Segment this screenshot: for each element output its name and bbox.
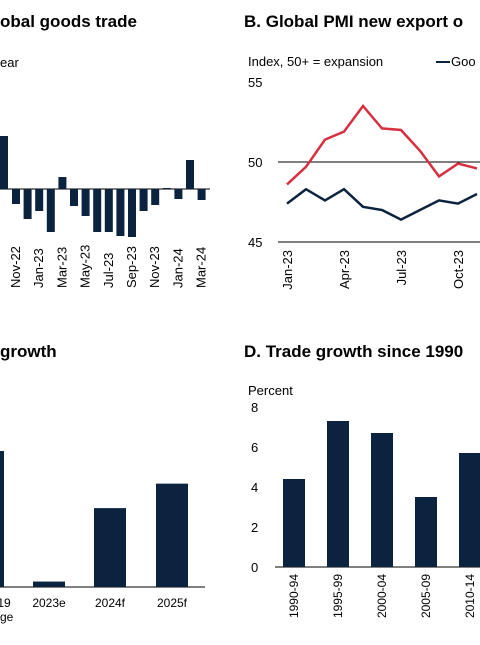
panel-c-x-ticks: 19 2023e 2024f 2025f — [0, 596, 188, 610]
x-tick-label: 2025f — [157, 596, 188, 610]
x-tick-label: Jan-23 — [31, 248, 46, 288]
panel-d: D. Trade growth since 1990 Percent 86420… — [244, 342, 480, 618]
panel-d-ylabel: Percent — [248, 383, 293, 398]
x-tick-label: Jan-23 — [280, 250, 295, 290]
bar-2005-09 — [415, 497, 437, 567]
x-tick-label: 19 — [0, 596, 11, 610]
bar-2024f — [94, 508, 126, 587]
panel-b-ylabel: Index, 50+ = expansion — [248, 54, 383, 69]
x-tick-label: Apr-23 — [337, 250, 352, 289]
panel-d-y-ticks: 8 6 4 2 0 — [251, 400, 258, 575]
panel-c: growth 19 2023e 2024f 2025f ge — [0, 342, 205, 624]
legend-label-goods: Goo — [451, 54, 476, 69]
bar-2010-14 — [459, 453, 480, 567]
x-tick-label: Jul-23 — [101, 253, 116, 288]
bar-Apr-23 — [70, 189, 78, 206]
bar-lead — [0, 136, 8, 189]
y-tick-label: 55 — [248, 75, 262, 90]
panel-c-bars — [0, 451, 188, 587]
panel-d-bars — [283, 421, 480, 567]
panel-b-x-ticks: Jan-23 Apr-23 Jul-23 Oct-23 — [280, 250, 466, 290]
bar-Dec-23 — [162, 188, 171, 189]
bar-Mar-23 — [58, 177, 67, 189]
panel-a: obal goods trade ear Nov-22 Jan-23 Mar-23 M… — [0, 12, 210, 288]
series-line-navy — [286, 187, 478, 222]
bar-Jan-23 — [35, 189, 44, 211]
panel-b-y-ticks: 55 50 45 — [248, 75, 262, 250]
y-tick-label: 6 — [251, 440, 258, 455]
x-tick-label: 1990-94 — [287, 574, 301, 618]
y-tick-label: 4 — [251, 480, 258, 495]
panel-a-ylabel: ear — [0, 55, 19, 70]
bar-Jan-24 — [174, 189, 183, 199]
x-tick-label: Mar-23 — [54, 247, 69, 288]
x-tick-label: Nov-23 — [147, 246, 162, 288]
y-tick-label: 8 — [251, 400, 258, 415]
bar-19 — [0, 451, 4, 587]
panel-a-x-ticks: Nov-22 Jan-23 Mar-23 May-23 Jul-23 Sep-23 Nov-… — [8, 245, 209, 288]
bar-May-23 — [81, 189, 90, 216]
bar-2000-04 — [371, 433, 393, 567]
x-tick-label: Sep-23 — [124, 246, 139, 288]
x-tick-label: 2005-09 — [419, 574, 433, 618]
x-tick-label: Jan-24 — [170, 248, 185, 288]
bar-1995-99 — [327, 421, 349, 567]
panel-b-title: B. Global PMI new export o — [244, 12, 463, 31]
bar-Aug-23 — [116, 189, 125, 236]
bar-Nov-23 — [151, 189, 160, 205]
panel-d-x-ticks: 1990-94 1995-99 2000-04 2005-09 2010-14 — [287, 574, 477, 618]
x-tick-label: 2023e — [32, 596, 66, 610]
x-tick-label: Nov-22 — [8, 246, 23, 288]
x-tick-label: Jul-23 — [394, 250, 409, 285]
bar-Mar-24 — [197, 189, 206, 200]
bar-Feb-23 — [46, 189, 55, 232]
y-tick-label: 2 — [251, 520, 258, 535]
y-tick-label: 45 — [248, 235, 262, 250]
bar-1990-94 — [283, 479, 305, 567]
x-tick-label: May-23 — [78, 245, 93, 288]
bar-2023e — [33, 581, 65, 587]
x-tick-label: Mar-24 — [194, 247, 209, 288]
x-tick-label: 2010-14 — [463, 574, 477, 618]
panel-b: B. Global PMI new export o Index, 50+ = … — [244, 12, 480, 290]
bar-Jul-23 — [104, 189, 113, 232]
bar-Sep-23 — [128, 189, 136, 237]
panel-d-title: D. Trade growth since 1990 — [244, 342, 463, 361]
bar-Feb-24 — [186, 160, 194, 189]
bar-2025f — [156, 483, 188, 587]
panel-c-footnote: ge — [0, 610, 14, 624]
panel-a-bars — [0, 136, 206, 237]
bar-Nov-22 — [12, 189, 20, 204]
panel-a-title: obal goods trade — [0, 12, 137, 31]
x-tick-label: 1995-99 — [331, 574, 345, 618]
y-tick-label: 0 — [251, 560, 258, 575]
bar-Dec-22 — [23, 189, 32, 219]
panel-c-title: growth — [0, 342, 57, 361]
series-line-red — [286, 103, 478, 186]
x-tick-label: 2000-04 — [375, 574, 389, 618]
x-tick-label: 2024f — [95, 596, 126, 610]
x-tick-label: Oct-23 — [451, 250, 466, 289]
y-tick-label: 50 — [248, 155, 262, 170]
bar-Oct-23 — [139, 189, 148, 211]
bar-Jun-23 — [93, 189, 102, 232]
